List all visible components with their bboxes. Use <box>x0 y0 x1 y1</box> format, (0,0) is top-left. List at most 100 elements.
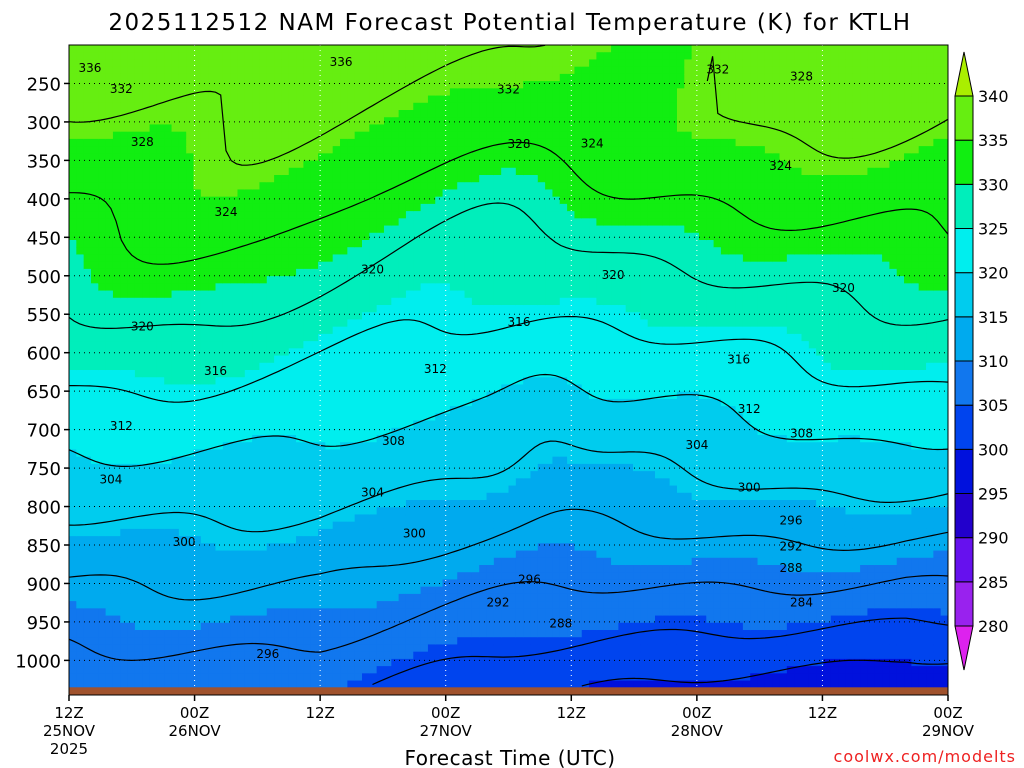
color-cell <box>405 110 414 118</box>
color-cell <box>318 160 326 169</box>
color-cell <box>332 203 341 212</box>
color-cell <box>383 146 392 154</box>
color-cell <box>193 319 202 328</box>
color-cell <box>281 666 290 674</box>
color-cell <box>362 341 370 349</box>
color-cell <box>259 225 268 234</box>
color-cell <box>259 608 268 617</box>
color-cell <box>325 658 334 667</box>
color-cell <box>69 146 77 154</box>
color-cell <box>332 398 341 407</box>
color-cell <box>98 73 107 82</box>
color-cell <box>171 153 180 162</box>
color-cell <box>98 341 107 349</box>
color-cell <box>318 507 326 516</box>
color-cell <box>296 471 304 479</box>
color-cell <box>76 196 85 205</box>
color-cell <box>391 644 400 653</box>
color-cell <box>442 586 451 595</box>
color-cell <box>391 579 400 588</box>
color-cell <box>303 406 312 414</box>
color-cell <box>449 492 458 501</box>
color-cell <box>156 341 165 349</box>
color-cell <box>200 485 209 494</box>
color-cell <box>332 500 341 508</box>
color-cell <box>127 528 136 537</box>
color-cell <box>354 528 363 537</box>
color-cell <box>259 550 268 559</box>
color-cell <box>442 377 451 386</box>
color-cell <box>266 45 275 53</box>
color-cell <box>288 276 297 284</box>
color-cell <box>69 406 77 414</box>
color-cell <box>398 175 407 183</box>
color-cell <box>281 644 290 653</box>
color-cell <box>420 182 429 191</box>
color-cell <box>193 66 202 75</box>
color-cell <box>420 333 429 342</box>
color-cell <box>215 673 224 682</box>
color-cell <box>149 449 158 458</box>
color-cell <box>171 565 180 573</box>
color-cell <box>413 110 422 118</box>
color-cell <box>244 348 253 357</box>
color-cell <box>449 73 458 82</box>
color-cell <box>252 211 261 219</box>
color-cell <box>274 601 283 609</box>
color-cell <box>98 268 107 277</box>
color-cell <box>325 175 334 183</box>
color-cell <box>449 203 458 212</box>
color-cell <box>420 153 429 162</box>
color-cell <box>471 59 480 68</box>
color-cell <box>376 66 385 75</box>
color-cell <box>288 66 297 75</box>
color-cell <box>193 651 202 660</box>
color-cell <box>98 579 107 588</box>
color-cell <box>244 305 253 313</box>
color-cell <box>237 463 246 472</box>
color-cell <box>83 59 92 68</box>
color-cell <box>325 651 334 660</box>
color-cell <box>149 413 158 422</box>
color-cell <box>376 572 385 581</box>
color-cell <box>186 52 195 61</box>
color-cell <box>98 312 107 321</box>
color-cell <box>266 73 275 82</box>
color-cell <box>457 601 466 609</box>
color-cell <box>237 377 246 386</box>
color-cell <box>420 644 429 653</box>
color-cell <box>398 557 407 566</box>
color-cell <box>237 630 246 638</box>
color-cell <box>332 66 341 75</box>
color-cell <box>420 615 429 624</box>
color-cell <box>274 110 283 118</box>
color-cell <box>90 225 99 234</box>
color-cell <box>310 95 319 104</box>
color-cell <box>376 543 385 552</box>
color-cell <box>435 52 444 61</box>
color-cell <box>427 110 436 118</box>
color-cell <box>112 362 121 371</box>
color-cell <box>259 622 268 631</box>
color-cell <box>120 384 129 393</box>
color-cell <box>457 680 466 689</box>
color-cell <box>164 644 173 653</box>
color-cell <box>149 536 158 544</box>
color-cell <box>369 637 378 646</box>
color-cell <box>274 326 283 335</box>
color-cell <box>303 442 312 451</box>
color-cell <box>222 658 231 667</box>
color-cell <box>90 565 99 573</box>
color-cell <box>193 182 202 191</box>
color-cell <box>149 333 158 342</box>
color-cell <box>178 203 187 212</box>
color-cell <box>112 680 121 689</box>
color-cell <box>383 391 392 400</box>
color-cell <box>259 146 268 154</box>
color-cell <box>83 377 92 386</box>
color-cell <box>266 247 275 256</box>
color-cell <box>244 52 253 61</box>
color-cell <box>200 658 209 667</box>
color-cell <box>398 391 407 400</box>
color-cell <box>288 471 297 479</box>
